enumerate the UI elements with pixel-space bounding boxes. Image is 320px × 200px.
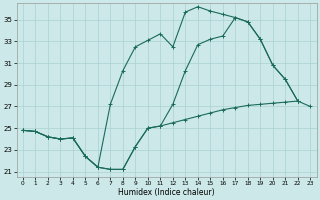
X-axis label: Humidex (Indice chaleur): Humidex (Indice chaleur)	[118, 188, 215, 197]
